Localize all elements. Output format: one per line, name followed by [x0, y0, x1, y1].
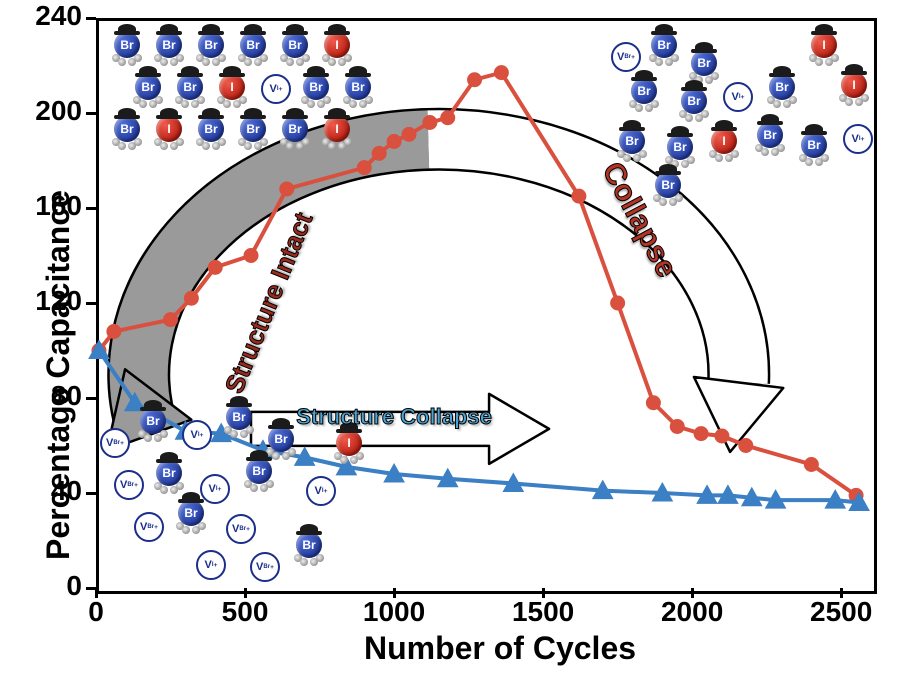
x-tick-label: 500: [211, 596, 279, 628]
annotation-text: Structure Collapse: [296, 404, 492, 430]
y-tick-mark: [86, 492, 96, 495]
x-tick-label: 2000: [658, 596, 726, 628]
marker-circle: [572, 189, 586, 203]
y-tick-mark: [86, 207, 96, 210]
marker-circle: [423, 116, 437, 130]
marker-circle: [184, 291, 198, 305]
marker-circle: [280, 182, 294, 196]
marker-circle: [372, 146, 386, 160]
y-tick-label: 240: [35, 0, 82, 32]
marker-circle: [670, 420, 684, 434]
marker-circle: [107, 325, 121, 339]
x-tick-label: 0: [62, 596, 130, 628]
marker-circle: [611, 296, 625, 310]
x-tick-label: 1500: [509, 596, 577, 628]
marker-circle: [739, 439, 753, 453]
arc-right: [428, 139, 738, 382]
marker-circle: [164, 313, 178, 327]
marker-circle: [494, 66, 508, 80]
marker-circle: [646, 396, 660, 410]
y-tick-mark: [86, 397, 96, 400]
marker-circle: [357, 161, 371, 175]
marker-circle: [804, 458, 818, 472]
y-tick-mark: [86, 302, 96, 305]
figure-root: Percentage Capacitance Number of Cycles …: [0, 0, 906, 678]
marker-circle: [715, 429, 729, 443]
y-tick-mark: [86, 17, 96, 20]
y-tick-label: 120: [35, 285, 82, 317]
marker-circle: [244, 249, 258, 263]
y-tick-mark: [86, 112, 96, 115]
y-tick-label: 80: [51, 380, 82, 412]
x-tick-label: 1000: [360, 596, 428, 628]
y-tick-label: 40: [51, 475, 82, 507]
marker-circle: [694, 427, 708, 441]
x-tick-label: 2500: [807, 596, 875, 628]
y-tick-label: 200: [35, 95, 82, 127]
marker-circle: [387, 135, 401, 149]
marker-circle: [468, 73, 482, 87]
marker-circle: [402, 127, 416, 141]
marker-circle: [208, 260, 222, 274]
marker-circle: [441, 111, 455, 125]
y-tick-label: 160: [35, 190, 82, 222]
